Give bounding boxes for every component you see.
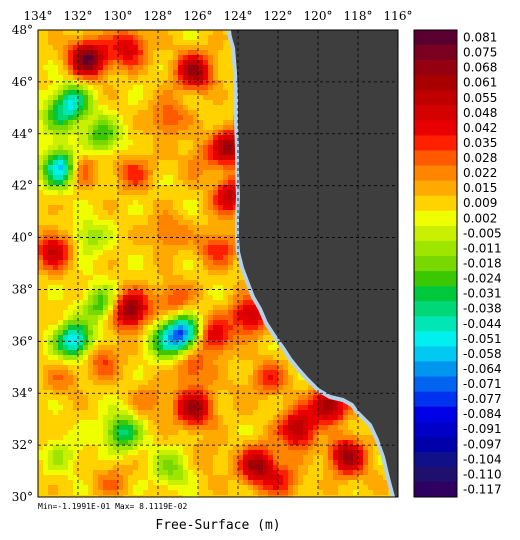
colorbar-swatch	[414, 406, 457, 422]
latitude-label: 34°	[12, 386, 33, 400]
latitude-label: 30°	[12, 490, 33, 504]
min-max-readout: Min=-1.1991E-01 Max= 8.1119E-02	[38, 502, 187, 511]
colorbar-swatch	[414, 75, 457, 91]
colorbar: 0.0810.0750.0680.0610.0550.0480.0420.035…	[413, 29, 502, 498]
longitude-label: 116°	[384, 9, 413, 23]
latitude-label: 32°	[12, 438, 33, 452]
longitude-label: 124°	[224, 9, 253, 23]
colorbar-frame	[413, 29, 458, 498]
colorbar-label: -0.058	[463, 347, 502, 361]
latitude-label: 42°	[12, 179, 33, 193]
colorbar-label: 0.035	[463, 136, 497, 150]
longitude-labels: 134° 132° 130° 128° 126° 124° 122° 120° 118° 116°	[24, 9, 413, 23]
colorbar-swatch	[414, 90, 457, 106]
longitude-label: 120°	[304, 9, 333, 23]
colorbar-label: -0.110	[463, 467, 502, 481]
colorbar-label: 0.068	[463, 61, 497, 75]
latitude-label: 38°	[12, 282, 33, 296]
colorbar-label: -0.097	[463, 437, 502, 451]
longitude-label: 128°	[144, 9, 173, 23]
colorbar-swatch	[414, 286, 457, 302]
latitude-label: 44°	[12, 127, 33, 141]
colorbar-label: -0.077	[463, 392, 502, 406]
colorbar-swatch	[414, 316, 457, 332]
map-frame	[37, 29, 399, 498]
colorbar-swatch	[414, 481, 457, 498]
colorbar-swatch	[414, 255, 457, 272]
colorbar-swatch	[414, 165, 457, 181]
land-mass	[231, 30, 398, 497]
colorbar-swatch	[414, 376, 457, 392]
colorbar-label: 0.081	[463, 31, 497, 45]
colorbar-label: -0.044	[463, 317, 502, 331]
colorbar-label: 0.075	[463, 46, 497, 60]
colorbar-swatch	[414, 271, 457, 287]
colorbar-label: 0.002	[463, 211, 497, 225]
colorbar-swatch	[414, 466, 457, 483]
colorbar-swatch	[414, 421, 457, 438]
colorbar-label: 0.009	[463, 196, 497, 210]
colorbar-swatch	[414, 210, 457, 227]
longitude-label: 122°	[264, 9, 293, 23]
colorbar-label: 0.042	[463, 121, 497, 135]
colorbar-swatch	[414, 240, 457, 257]
colorbar-label: -0.104	[463, 452, 502, 466]
colorbar-swatch	[414, 225, 457, 242]
colorbar-label: 0.015	[463, 181, 497, 195]
colorbar-swatch	[414, 436, 457, 453]
longitude-label: 126°	[184, 9, 213, 23]
colorbar-swatch	[414, 361, 457, 377]
colorbar-swatch	[414, 391, 457, 407]
colorbar-label: -0.071	[463, 377, 502, 391]
colorbar-swatch	[414, 105, 457, 121]
colorbar-label: -0.084	[463, 407, 502, 421]
map-title: Free-Surface (m)	[155, 518, 280, 533]
colorbar-swatch	[414, 120, 457, 136]
longitude-label: 132°	[64, 9, 93, 23]
longitude-label: 130°	[104, 9, 133, 23]
colorbar-swatch	[414, 180, 457, 197]
colorbar-swatch	[414, 331, 457, 347]
colorbar-label: -0.011	[463, 241, 502, 255]
colorbar-label: 0.022	[463, 166, 497, 180]
colorbar-swatch	[414, 346, 457, 362]
longitude-label: 134°	[24, 9, 53, 23]
latitude-label: 46°	[12, 75, 33, 89]
colorbar-label: -0.031	[463, 287, 502, 301]
colorbar-label: -0.051	[463, 332, 502, 346]
colorbar-label: -0.005	[463, 226, 502, 240]
colorbar-label: -0.064	[463, 362, 502, 376]
colorbar-swatch	[414, 60, 457, 76]
colorbar-swatch	[414, 135, 457, 151]
longitude-label: 118°	[344, 9, 373, 23]
colorbar-label: 0.061	[463, 76, 497, 90]
latitude-label: 48°	[12, 23, 33, 37]
latitude-label: 40°	[12, 231, 33, 245]
graticule	[38, 30, 398, 497]
colorbar-label: -0.091	[463, 422, 502, 436]
colorbar-label: -0.038	[463, 302, 502, 316]
latitude-labels: 48° 46° 44° 42° 40° 38° 36° 34° 32° 30°	[12, 23, 33, 504]
colorbar-swatch	[414, 195, 457, 212]
colorbar-label: 0.055	[463, 91, 497, 105]
colorbar-swatch	[414, 45, 457, 61]
latitude-label: 36°	[12, 334, 33, 348]
colorbar-swatch	[414, 301, 457, 317]
coastline	[226, 30, 395, 497]
colorbar-swatch	[414, 150, 457, 166]
colorbar-label: -0.024	[463, 272, 502, 286]
colorbar-label: -0.018	[463, 257, 502, 271]
colorbar-label: 0.028	[463, 151, 497, 165]
colorbar-label: -0.117	[463, 482, 502, 496]
colorbar-swatch	[414, 30, 457, 46]
colorbar-label: 0.048	[463, 106, 497, 120]
colorbar-swatch	[414, 451, 457, 468]
